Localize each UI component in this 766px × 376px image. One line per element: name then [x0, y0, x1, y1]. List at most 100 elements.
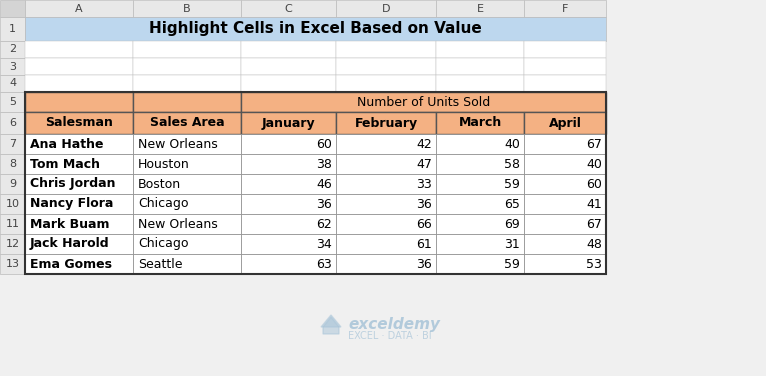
Text: 62: 62 [316, 217, 332, 230]
Text: Highlight Cells in Excel Based on Value: Highlight Cells in Excel Based on Value [149, 21, 482, 36]
Text: 7: 7 [9, 139, 16, 149]
Text: 66: 66 [416, 217, 432, 230]
Text: 41: 41 [586, 197, 602, 211]
Bar [0, 112, 25, 134]
Text: 67: 67 [586, 217, 602, 230]
Text: 8: 8 [9, 159, 16, 169]
Bar [25, 174, 133, 194]
Bar [336, 234, 436, 254]
Bar [241, 254, 336, 274]
Text: F: F [561, 3, 568, 14]
Text: 46: 46 [316, 177, 332, 191]
Text: Ema Gomes: Ema Gomes [30, 258, 112, 270]
Text: 40: 40 [504, 138, 520, 150]
Text: Houston: Houston [138, 158, 190, 170]
Bar [524, 75, 606, 92]
Bar [241, 194, 336, 214]
Text: 40: 40 [586, 158, 602, 170]
Text: 10: 10 [5, 199, 19, 209]
Bar [336, 112, 436, 134]
Bar [524, 194, 606, 214]
Bar [524, 154, 606, 174]
Bar [241, 214, 336, 234]
Text: Chicago: Chicago [138, 197, 188, 211]
Bar [241, 41, 336, 58]
Bar [336, 254, 436, 274]
Bar [133, 154, 241, 174]
Bar [25, 92, 133, 112]
Text: 6: 6 [9, 118, 16, 128]
Bar [25, 154, 133, 174]
Bar [0, 154, 25, 174]
Polygon shape [321, 315, 341, 327]
Text: 2: 2 [9, 44, 16, 55]
Text: 38: 38 [316, 158, 332, 170]
Text: February: February [355, 117, 417, 129]
Bar [436, 194, 524, 214]
Bar [133, 41, 241, 58]
Bar [336, 214, 436, 234]
Bar [524, 254, 606, 274]
Bar [524, 58, 606, 75]
Bar [25, 234, 133, 254]
Bar [25, 0, 133, 17]
Text: 65: 65 [504, 197, 520, 211]
Bar [25, 92, 606, 274]
Bar [25, 194, 133, 214]
Text: 1: 1 [9, 24, 16, 34]
Text: 36: 36 [416, 197, 432, 211]
Bar [25, 58, 133, 75]
Bar [0, 234, 25, 254]
Text: 67: 67 [586, 138, 602, 150]
Text: EXCEL · DATA · BI: EXCEL · DATA · BI [348, 331, 431, 341]
Bar [524, 234, 606, 254]
Bar [133, 92, 241, 112]
Text: 60: 60 [586, 177, 602, 191]
Bar [336, 0, 436, 17]
Bar [436, 134, 524, 154]
Bar [0, 194, 25, 214]
Text: E: E [476, 3, 483, 14]
Bar [336, 174, 436, 194]
Bar [25, 17, 606, 41]
Bar [241, 0, 336, 17]
Bar [436, 58, 524, 75]
Bar [336, 75, 436, 92]
Bar [0, 134, 25, 154]
Text: exceldemy: exceldemy [348, 317, 440, 332]
Polygon shape [323, 317, 339, 334]
Bar [25, 112, 133, 134]
Text: 61: 61 [416, 238, 432, 250]
Bar [524, 134, 606, 154]
Bar [25, 75, 133, 92]
Bar [241, 174, 336, 194]
Bar [524, 214, 606, 234]
Bar [133, 174, 241, 194]
Text: Number of Units Sold: Number of Units Sold [357, 96, 490, 109]
Text: 47: 47 [416, 158, 432, 170]
Text: 60: 60 [316, 138, 332, 150]
Bar [0, 254, 25, 274]
Text: 5: 5 [9, 97, 16, 107]
Bar [436, 154, 524, 174]
Bar [436, 41, 524, 58]
Bar [436, 234, 524, 254]
Bar [241, 75, 336, 92]
Text: Boston: Boston [138, 177, 181, 191]
Text: April: April [548, 117, 581, 129]
Text: 34: 34 [316, 238, 332, 250]
Text: Nancy Flora: Nancy Flora [30, 197, 113, 211]
Text: March: March [458, 117, 502, 129]
Bar [524, 112, 606, 134]
Bar [241, 234, 336, 254]
Bar [436, 254, 524, 274]
Text: 48: 48 [586, 238, 602, 250]
Text: 3: 3 [9, 62, 16, 71]
Bar [133, 234, 241, 254]
Bar [25, 134, 133, 154]
Bar [241, 112, 336, 134]
Bar [0, 174, 25, 194]
Bar [524, 41, 606, 58]
Bar [241, 154, 336, 174]
Bar [0, 75, 25, 92]
